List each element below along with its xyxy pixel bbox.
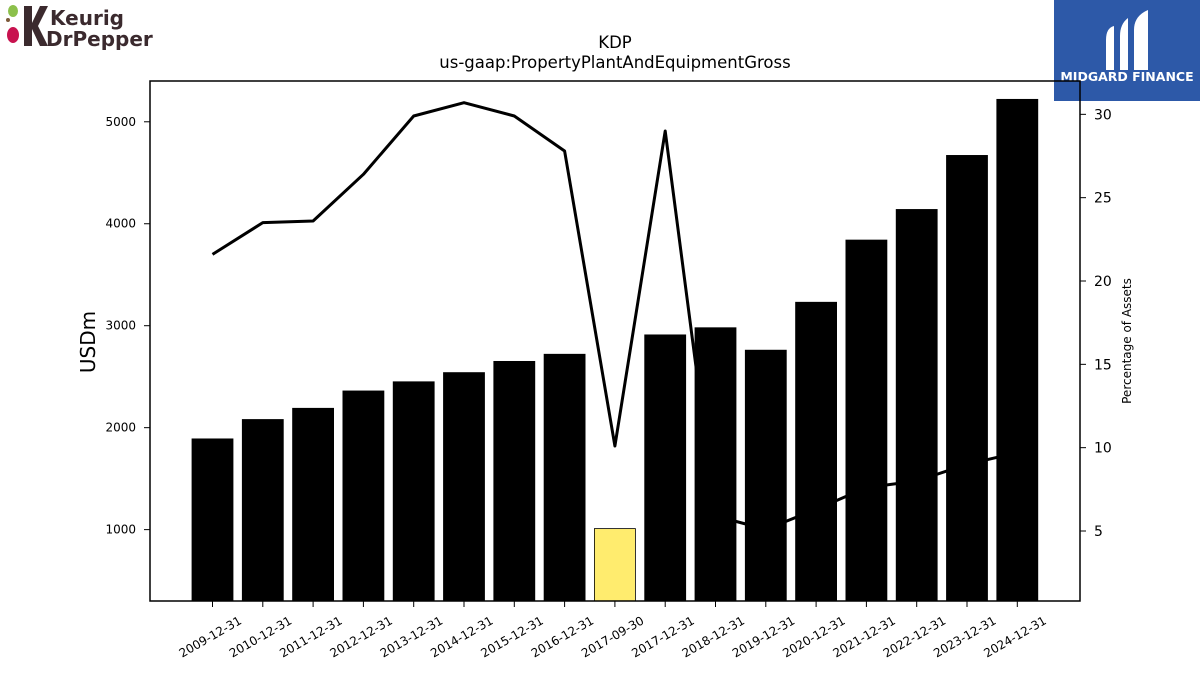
bar-2017-12-31 [644, 334, 687, 602]
bar-2012-12-31 [342, 390, 385, 602]
bar-2024-12-31 [996, 98, 1039, 602]
logo-text-midgard: MIDGARD FINANCE [1060, 69, 1193, 84]
bar-2011-12-31 [292, 407, 335, 602]
logo-text-drpepper: DrPepper [46, 27, 153, 50]
y2-tick-label: 20 [1094, 274, 1112, 290]
x-axis: 2009-12-312010-12-312011-12-312012-12-31… [177, 601, 1049, 660]
logo-text-keurig: Keurig [50, 6, 124, 30]
bar-2019-12-31 [744, 349, 787, 602]
bar-2013-12-31 [392, 381, 435, 602]
bar-2016-12-31 [543, 353, 586, 602]
logo-leaf-green [8, 5, 18, 17]
y-axis-label: USDm [76, 311, 100, 373]
plot-frame [149, 80, 1081, 602]
chart-title: KDP [598, 33, 632, 52]
y-axis-right: 5 10 15 20 25 30 [1080, 107, 1112, 540]
y2-tick-label: 30 [1094, 107, 1112, 123]
y-tick-label: 1000 [105, 523, 136, 537]
logo-k-mark [24, 6, 48, 46]
bar-2015-12-31 [493, 360, 536, 602]
y-tick-label: 4000 [105, 217, 136, 231]
bar-2017-09-30 [594, 528, 636, 602]
keurig-dr-pepper-logo: Keurig DrPepper [6, 5, 153, 50]
chart-subtitle: us-gaap:PropertyPlantAndEquipmentGross [439, 53, 790, 72]
y-axis-left: 1000 2000 3000 4000 5000 [105, 115, 150, 537]
y2-tick-label: 15 [1094, 357, 1112, 373]
bar-series [191, 98, 1039, 602]
bar-2022-12-31 [895, 209, 938, 602]
bar-2014-12-31 [443, 372, 485, 602]
y-tick-label: 3000 [105, 319, 136, 333]
y2-tick-label: 5 [1094, 524, 1103, 540]
y2-tick-label: 10 [1094, 441, 1112, 457]
logo-m-mark [1106, 10, 1148, 70]
bar-2009-12-31 [191, 438, 234, 602]
bar-2020-12-31 [795, 301, 837, 602]
y-tick-label: 2000 [105, 421, 136, 435]
y-tick-label: 5000 [105, 115, 136, 129]
line-series [211, 101, 1018, 531]
y2-tick-label: 25 [1094, 191, 1112, 207]
bar-2021-12-31 [845, 239, 888, 602]
midgard-finance-logo: MIDGARD FINANCE [1054, 0, 1200, 101]
y2-axis-label: Percentage of Assets [1120, 278, 1134, 404]
bar-2018-12-31 [694, 327, 737, 602]
bar-2010-12-31 [241, 419, 284, 602]
line-percentage-of-assets [211, 101, 1018, 531]
logo-drop-red [7, 27, 19, 43]
logo-dot-small [6, 18, 10, 22]
bar-2023-12-31 [946, 155, 988, 602]
